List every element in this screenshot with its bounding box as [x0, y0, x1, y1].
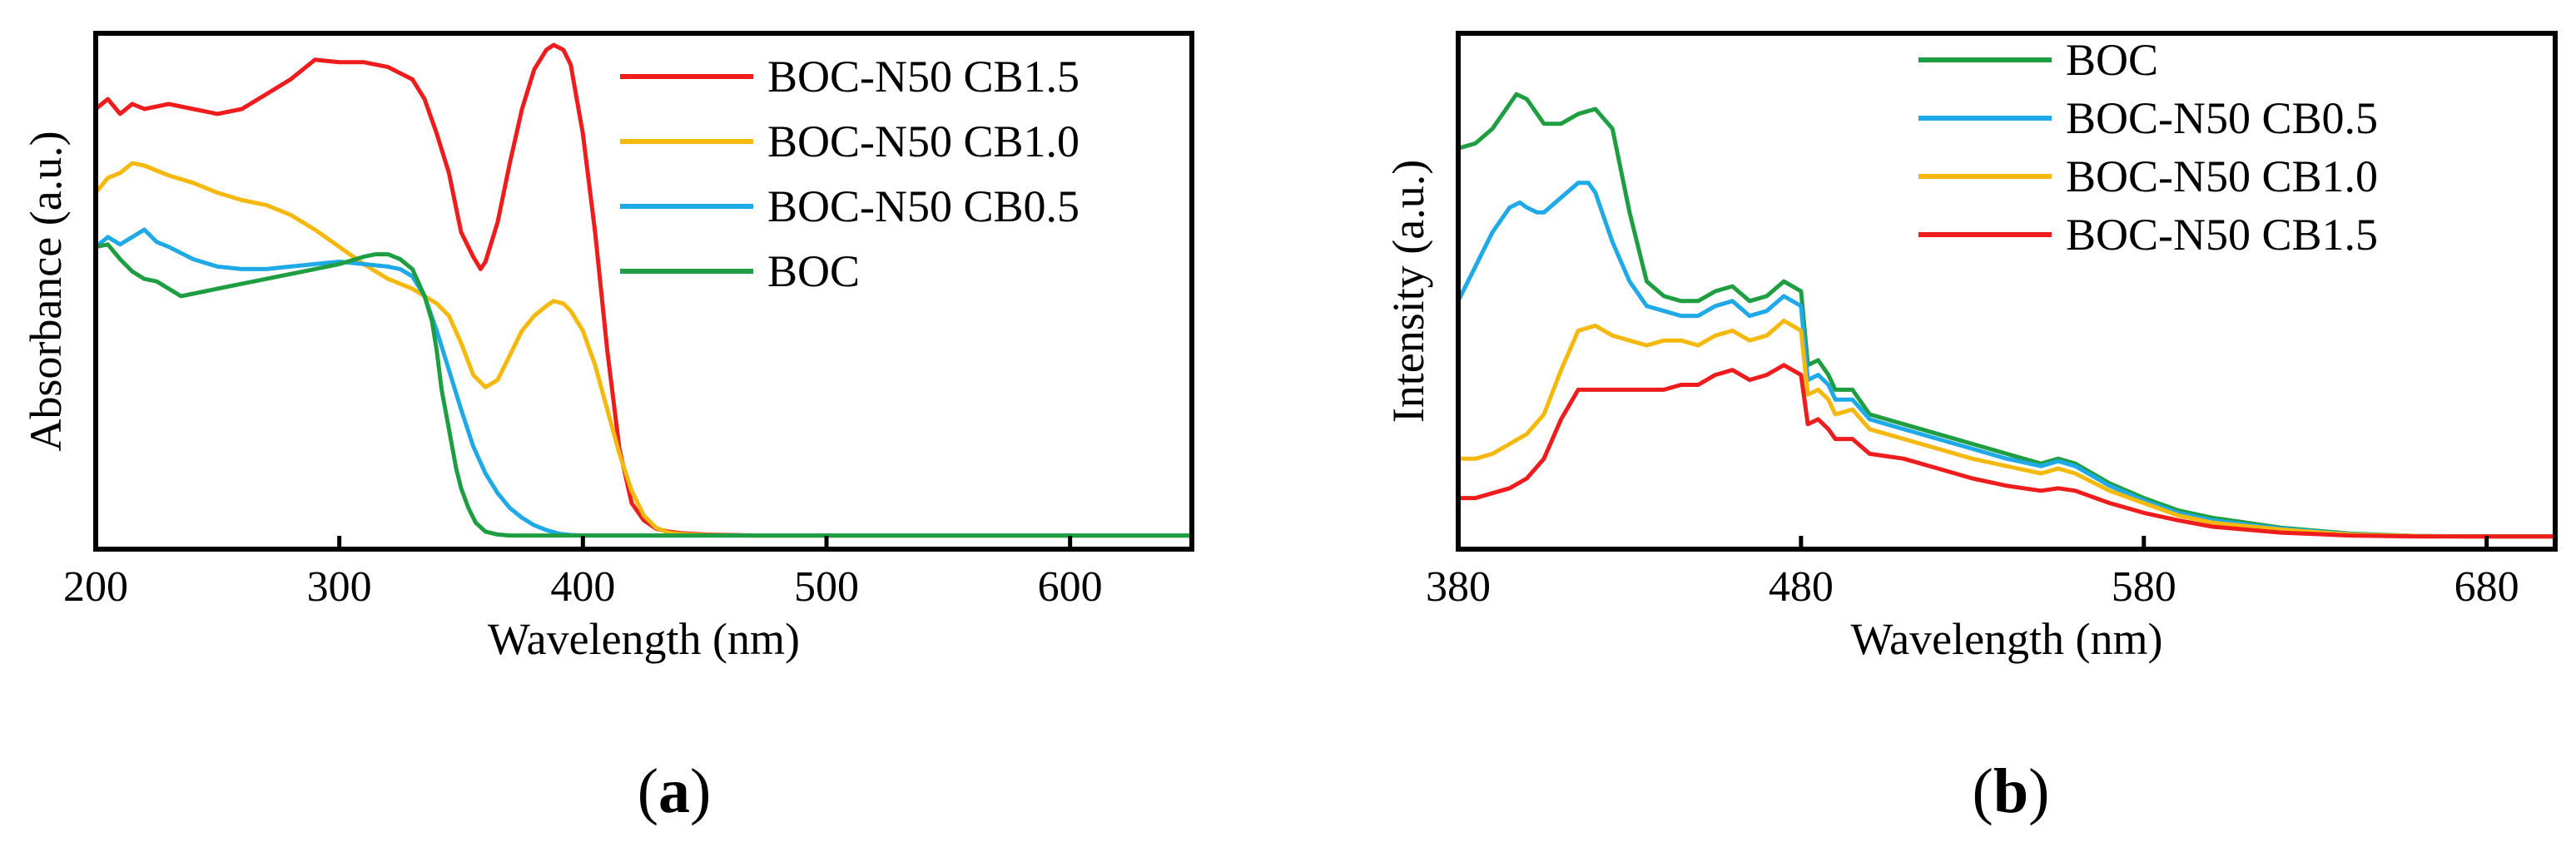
- x-tick-label: 300: [307, 563, 372, 611]
- x-tick-label: 480: [1769, 563, 1834, 611]
- series-line-0: [1457, 92, 2555, 539]
- legend: BOC-N50 CB1.5 BOC-N50 CB1.0 BOC-N50 CB0.5 B…: [620, 52, 1080, 296]
- chart-panel-b: 380 480 580 680 Wavelength (nm) Intensity (a.…: [1383, 31, 2558, 664]
- chart-panel-a: 200 300 400 500 600 Wavelength (nm) Absorbance…: [21, 31, 1194, 664]
- series-line-1: [1456, 181, 2555, 539]
- legend-label: BOC-N50 CB0.5: [2066, 93, 2378, 143]
- legend-label: BOC-N50 CB0.5: [767, 181, 1080, 231]
- x-axis-label: Wavelength (nm): [1850, 614, 2162, 664]
- x-axis-label: Wavelength (nm): [488, 614, 800, 664]
- legend-label: BOC: [2066, 35, 2158, 85]
- legend-label: BOC-N50 CB1.5: [767, 52, 1080, 102]
- panel-label-a: (a): [637, 756, 712, 826]
- x-tick-label: 400: [550, 563, 615, 611]
- y-axis-label: Intensity (a.u.): [1383, 160, 1433, 423]
- legend-label: BOC-N50 CB1.0: [767, 116, 1080, 166]
- x-tick-label: 200: [63, 563, 128, 611]
- x-tick-label: 380: [1426, 563, 1491, 611]
- legend-label: BOC: [767, 246, 860, 296]
- legend: BOC BOC-N50 CB0.5 BOC-N50 CB1.0 BOC-N50 CB1…: [1918, 35, 2378, 260]
- y-axis-label: Absorbance (a.u.): [21, 131, 71, 451]
- x-tick-label: 500: [794, 563, 859, 611]
- plot-frame: [93, 31, 1194, 552]
- x-tick-label: 680: [2454, 563, 2519, 611]
- panel-label-a-text: a: [658, 756, 690, 826]
- x-tick-label: 600: [1038, 563, 1103, 611]
- x-tick-label: 580: [2112, 563, 2176, 611]
- series-line-2: [1458, 319, 2555, 539]
- series-line-2: [94, 227, 1192, 538]
- legend-label: BOC-N50 CB1.5: [2066, 210, 2378, 260]
- series-line-3: [1458, 363, 2555, 539]
- series-line-1: [94, 161, 1192, 538]
- panel-label-b-text: b: [1993, 756, 2029, 826]
- series-line-3: [95, 242, 1192, 538]
- legend-label: BOC-N50 CB1.0: [2066, 151, 2378, 201]
- panel-label-b: (b): [1972, 756, 2050, 826]
- plot-frame: [1456, 31, 2558, 552]
